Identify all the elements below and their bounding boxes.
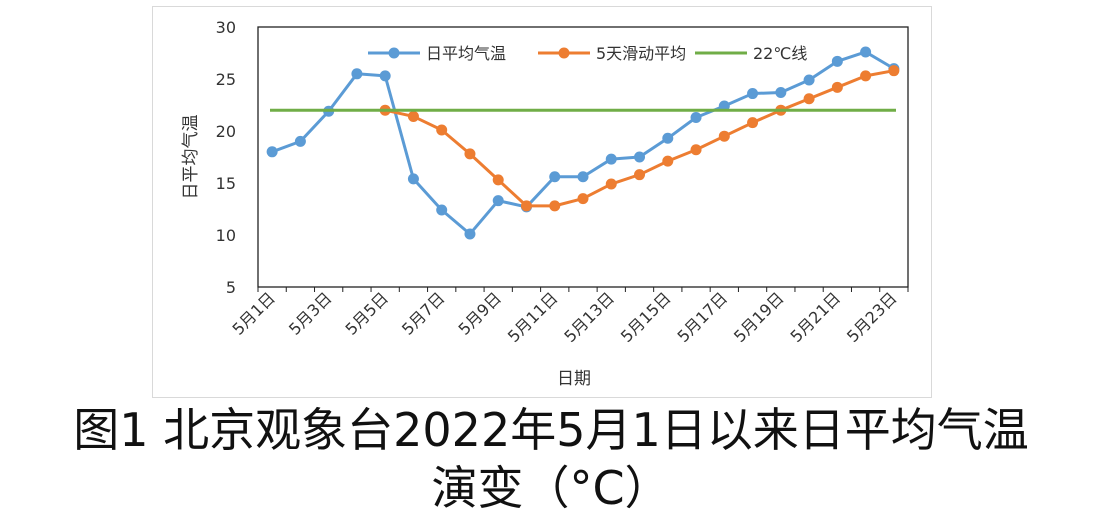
legend-label: 22℃线 xyxy=(753,44,807,63)
legend-marker xyxy=(388,47,400,59)
plot-area-border xyxy=(257,26,909,288)
x-tick-label: 5月7日 xyxy=(398,288,448,338)
y-axis-title: 日平均气温 xyxy=(181,115,201,200)
moving-average-point xyxy=(888,65,900,77)
moving-average-point xyxy=(492,174,504,186)
daily-mean-point xyxy=(831,55,843,67)
series-line-daily-mean xyxy=(271,50,895,236)
moving-average-point xyxy=(520,200,532,212)
daily-mean-point xyxy=(690,111,702,123)
y-tick-label: 20 xyxy=(216,122,236,141)
daily-mean-point xyxy=(775,87,787,99)
y-tick-label: 5 xyxy=(226,278,236,297)
legend-label: 日平均气温 xyxy=(426,44,506,63)
daily-mean-point xyxy=(379,70,391,82)
moving-average-point xyxy=(803,93,815,105)
daily-mean-point xyxy=(662,132,674,144)
x-tick-label: 5月15日 xyxy=(617,288,675,346)
daily-mean-point xyxy=(747,88,759,100)
moving-average-point xyxy=(577,193,589,205)
x-tick-label: 5月19日 xyxy=(730,288,788,346)
moving-average-point xyxy=(662,155,674,167)
daily-mean-point xyxy=(549,171,561,183)
moving-average-point xyxy=(436,124,448,136)
x-tick-label: 5月1日 xyxy=(228,288,278,338)
x-tick-label: 5月9日 xyxy=(455,288,505,338)
figure-caption-line1: 图1 北京观象台2022年5月1日以来日平均气温 xyxy=(73,403,1029,457)
daily-mean-point xyxy=(351,68,363,80)
chart-frame xyxy=(152,6,932,398)
daily-mean-point xyxy=(577,171,589,183)
x-tick-label: 5月21日 xyxy=(787,288,845,346)
daily-mean-point xyxy=(634,151,646,163)
line-chart: 5 10 15 20 25 30 5月1日 5月3日 5月5日 5月7日 5月9日5月11日5月13… xyxy=(181,18,909,389)
series-line-5day-average xyxy=(384,69,895,208)
figure-caption-line2: 演变（°C） xyxy=(431,461,671,515)
x-tick-label: 5月17日 xyxy=(673,288,731,346)
x-tick-label: 5月5日 xyxy=(342,288,392,338)
moving-average-point xyxy=(464,148,476,160)
x-axis-title: 日期 xyxy=(557,369,591,389)
daily-mean-point xyxy=(294,135,306,147)
daily-mean-point xyxy=(464,228,476,240)
daily-mean-point xyxy=(860,46,872,58)
moving-average-point xyxy=(634,169,646,181)
daily-mean-point xyxy=(436,204,448,216)
y-tick-label: 10 xyxy=(216,226,236,245)
moving-average-point xyxy=(549,200,561,212)
daily-mean-point xyxy=(266,146,278,158)
moving-average-point xyxy=(605,178,617,190)
x-tick-label: 5月13日 xyxy=(560,288,618,346)
legend-marker xyxy=(558,47,570,59)
moving-average-point xyxy=(747,117,759,129)
x-tick-label: 5月3日 xyxy=(285,288,335,338)
moving-average-point xyxy=(860,70,872,82)
moving-average-point xyxy=(690,144,702,156)
y-tick-label: 25 xyxy=(216,70,236,89)
daily-mean-point xyxy=(803,74,815,86)
legend-label: 5天滑动平均 xyxy=(596,44,686,63)
x-tick-label: 5月11日 xyxy=(504,288,562,346)
moving-average-point xyxy=(407,110,419,122)
moving-average-point xyxy=(831,81,843,93)
x-tick-label: 5月23日 xyxy=(843,288,901,346)
daily-mean-point xyxy=(407,173,419,185)
y-tick-label: 30 xyxy=(216,18,236,37)
daily-mean-point xyxy=(492,195,504,207)
moving-average-point xyxy=(718,130,730,142)
daily-mean-point xyxy=(605,153,617,165)
y-tick-label: 15 xyxy=(216,174,236,193)
